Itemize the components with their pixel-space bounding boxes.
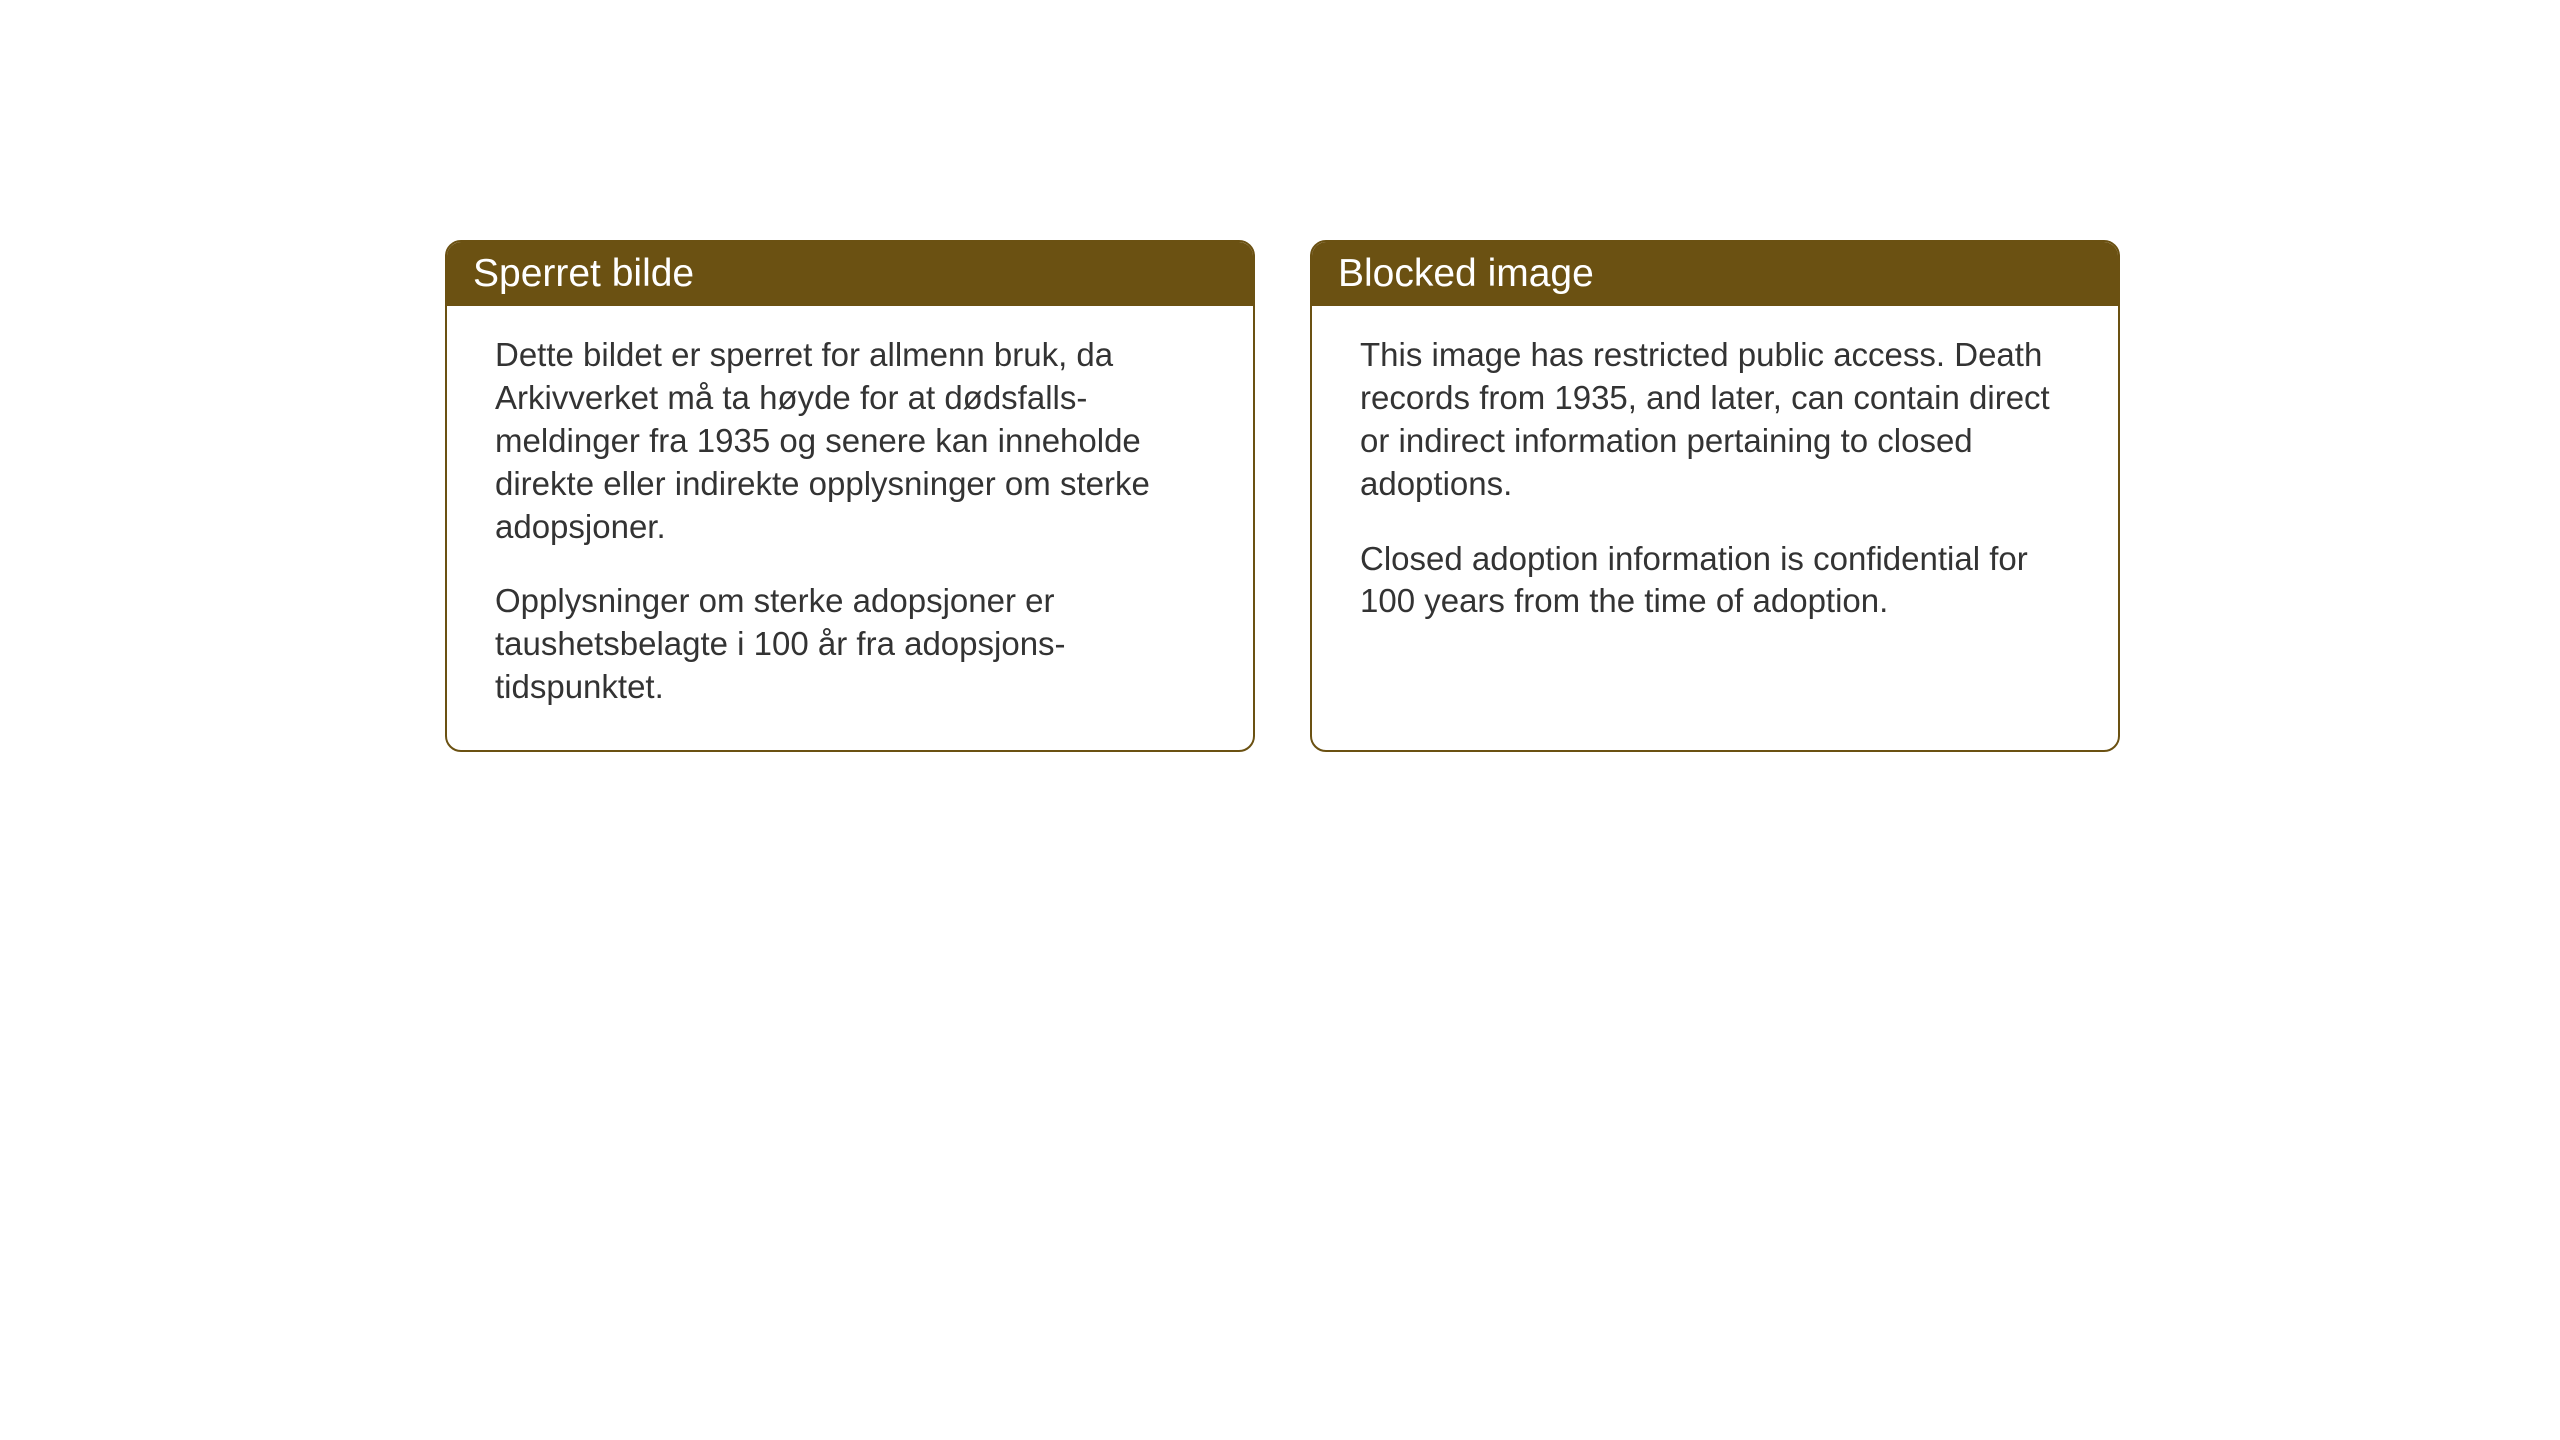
notice-container: Sperret bilde Dette bildet er sperret fo… (445, 240, 2120, 752)
english-card-body: This image has restricted public access.… (1312, 306, 2118, 651)
english-paragraph-1: This image has restricted public access.… (1360, 334, 2070, 506)
english-card-title: Blocked image (1312, 242, 2118, 306)
norwegian-paragraph-1: Dette bildet er sperret for allmenn bruk… (495, 334, 1205, 548)
norwegian-notice-card: Sperret bilde Dette bildet er sperret fo… (445, 240, 1255, 752)
norwegian-card-body: Dette bildet er sperret for allmenn bruk… (447, 306, 1253, 737)
norwegian-paragraph-2: Opplysninger om sterke adopsjoner er tau… (495, 580, 1205, 709)
english-paragraph-2: Closed adoption information is confident… (1360, 538, 2070, 624)
norwegian-card-title: Sperret bilde (447, 242, 1253, 306)
english-notice-card: Blocked image This image has restricted … (1310, 240, 2120, 752)
